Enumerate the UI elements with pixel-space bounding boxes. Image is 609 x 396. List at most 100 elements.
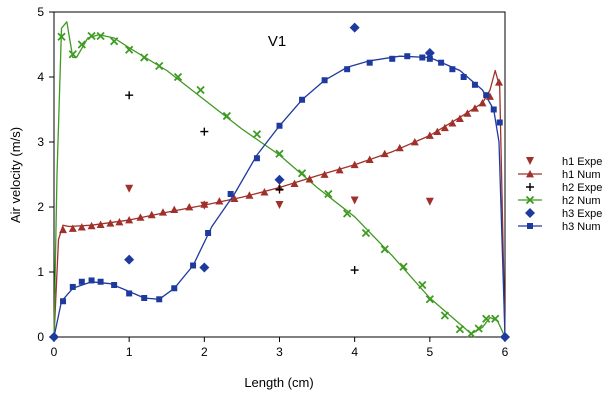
h1-num-point	[320, 170, 329, 178]
h2-expe-point	[275, 185, 284, 194]
h2-num-point	[474, 324, 483, 333]
y-tick-label: 2	[37, 200, 44, 214]
h3-num-point	[126, 290, 133, 297]
h3-num-point	[426, 55, 433, 62]
h2-num-point	[196, 85, 205, 95]
h2-num-point	[96, 31, 105, 41]
h1-num-point	[185, 203, 194, 211]
h1-num-point	[478, 99, 487, 107]
end-point	[500, 332, 510, 342]
h1-num-point	[463, 109, 472, 117]
axis-endpoint-markers	[49, 332, 510, 342]
h3-num-point	[276, 122, 283, 129]
x-tick-label: 4	[351, 345, 358, 359]
h3-num-point	[156, 296, 163, 303]
y-tick-label: 1	[37, 265, 44, 279]
h3-num-point	[496, 119, 503, 126]
h2-num-point	[155, 61, 164, 71]
h3-num-point	[205, 230, 212, 236]
h2-num-point	[491, 314, 500, 323]
legend-marker	[526, 157, 534, 165]
h1-num-point	[290, 179, 299, 187]
h2-expe-point	[125, 91, 134, 100]
x-tick-label: 1	[126, 345, 133, 359]
legend-marker	[525, 208, 535, 218]
origin-point	[49, 332, 59, 342]
legend-label: h3 Expe	[562, 208, 602, 220]
h1-num-point	[380, 149, 389, 158]
h1-num-point	[410, 138, 419, 146]
h3-num-point	[404, 53, 411, 60]
h1-num-point	[395, 143, 404, 152]
legend-label: h2 Num	[562, 195, 601, 207]
y-tick-label: 3	[37, 135, 44, 149]
x-tick-label: 2	[201, 345, 208, 359]
h2-num-point	[252, 130, 262, 139]
h1-num-point	[470, 104, 479, 112]
h2-num-point	[140, 53, 149, 62]
h1-num-point	[215, 197, 224, 205]
h1-num-point	[77, 223, 86, 231]
h3-num-points	[60, 53, 503, 305]
h3-expe-point	[124, 254, 135, 265]
legend-label: h3 Num	[562, 221, 601, 233]
h1-num-point	[147, 210, 156, 219]
h2-num-point	[425, 295, 434, 304]
y-tick-label: 4	[37, 70, 44, 84]
y-axis-title: Air velocity (m/s)	[8, 127, 23, 223]
h1-num-point	[87, 221, 96, 230]
h3-num-point	[69, 283, 76, 290]
h3-expe-point	[274, 174, 285, 185]
h3-num-point	[88, 277, 95, 284]
x-tick-label: 6	[502, 345, 509, 359]
h3-num-point	[190, 262, 197, 269]
h1-num-point	[455, 114, 464, 122]
h1-num-point	[448, 119, 457, 127]
h3-num-point	[460, 74, 467, 80]
legend-label: h1 Num	[562, 169, 601, 181]
h1-expe-point	[425, 197, 434, 206]
h1-num-point	[350, 160, 359, 169]
h1-num-point	[106, 219, 115, 227]
h2-num-point	[297, 169, 307, 178]
h3-num-point	[471, 81, 478, 88]
h2-num-points	[57, 31, 500, 338]
h1-expe-point	[275, 201, 284, 210]
h1-num-point	[260, 188, 269, 196]
h1-num-point	[96, 220, 105, 228]
h2-num-point	[361, 228, 371, 238]
legend-label: h1 Expe	[562, 156, 602, 168]
series-markers	[49, 22, 510, 342]
h3-num-point	[449, 66, 456, 73]
legend-marker	[526, 183, 534, 191]
h1-num-point	[335, 165, 344, 174]
legend-item-h1-expe: h1 Expe	[526, 156, 602, 168]
h2-num-point	[399, 262, 408, 271]
legend-item-h2-num: h2 Num	[518, 195, 601, 207]
h3-expe-point	[199, 262, 210, 273]
h1-num-point	[115, 217, 124, 226]
h2-num-point	[324, 189, 333, 199]
h2-num-point	[440, 311, 450, 320]
h3-num-line	[53, 55, 506, 338]
legend-marker	[526, 170, 534, 178]
h1-num-point	[68, 224, 77, 232]
h2-num-point	[125, 45, 134, 54]
h1-num-point	[230, 194, 239, 202]
h1-num-point	[425, 131, 434, 139]
h3-num-point	[60, 298, 67, 305]
chart-title: V1	[268, 33, 286, 50]
h3-num-point	[483, 92, 490, 99]
h1-num-point	[170, 205, 179, 213]
h2-num-point	[57, 32, 66, 41]
h3-num-point	[438, 59, 445, 66]
legend-label: h2 Expe	[562, 182, 602, 194]
h1-num-point	[440, 123, 449, 132]
h1-num-point	[494, 78, 503, 86]
legend-item-h3-num: h3 Num	[518, 221, 601, 233]
h1-expe-point	[350, 196, 359, 205]
h2-num-point	[467, 329, 476, 338]
h1-num-point	[59, 225, 68, 234]
x-tick-label: 3	[276, 345, 283, 359]
